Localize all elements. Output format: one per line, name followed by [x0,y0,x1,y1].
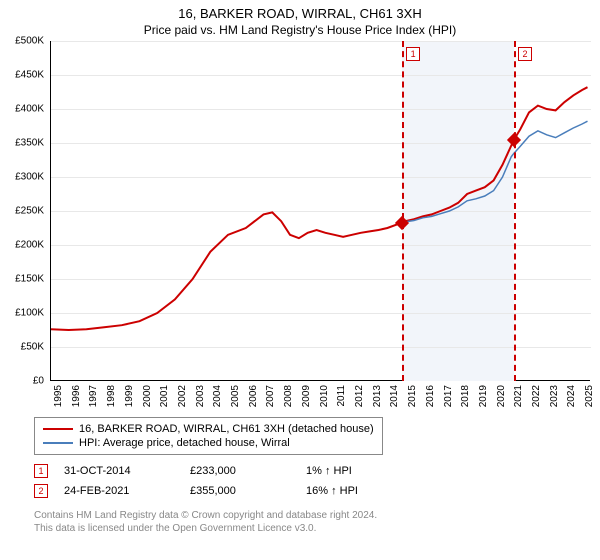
footer-attribution: Contains HM Land Registry data © Crown c… [34,509,600,535]
x-tick-label: 2024 [566,385,577,407]
transaction-marker: 1 [34,464,48,478]
transaction-date: 24-FEB-2021 [64,485,174,497]
transaction-row: 2 24-FEB-2021 £355,000 16% ↑ HPI [34,481,600,501]
x-tick-label: 2022 [531,385,542,407]
transaction-date: 31-OCT-2014 [64,465,174,477]
transaction-price: £233,000 [190,465,290,477]
y-tick-label: £500K [15,36,44,47]
x-tick-label: 2015 [407,385,418,407]
x-tick-label: 1996 [71,385,82,407]
x-tick-label: 2009 [301,385,312,407]
x-tick-label: 1999 [124,385,135,407]
legend-label: HPI: Average price, detached house, Wirr… [79,437,290,449]
x-tick-label: 2023 [549,385,560,407]
series-line [51,87,588,330]
plot: 12 [50,41,590,381]
x-tick-label: 2000 [142,385,153,407]
x-tick-label: 2012 [354,385,365,407]
transaction-marker: 1 [406,47,420,61]
x-tick-label: 2001 [159,385,170,407]
x-tick-label: 1998 [106,385,117,407]
x-tick-label: 2002 [177,385,188,407]
y-tick-label: £450K [15,70,44,81]
legend-item: 16, BARKER ROAD, WIRRAL, CH61 3XH (detac… [43,422,374,436]
y-tick-label: £200K [15,240,44,251]
transaction-vline [402,41,404,381]
transaction-marker: 2 [34,484,48,498]
x-tick-label: 2006 [248,385,259,407]
x-tick-label: 2005 [230,385,241,407]
footer-line2: This data is licensed under the Open Gov… [34,522,600,535]
x-tick-label: 2018 [460,385,471,407]
y-tick-label: £300K [15,172,44,183]
transaction-pct: 1% ↑ HPI [306,465,416,477]
y-tick-label: £250K [15,206,44,217]
legend-swatch [43,428,73,430]
y-tick-label: £350K [15,138,44,149]
transactions: 1 31-OCT-2014 £233,000 1% ↑ HPI 2 24-FEB-2021… [34,461,600,501]
x-tick-label: 2007 [265,385,276,407]
x-tick-label: 1997 [88,385,99,407]
x-tick-label: 2017 [443,385,454,407]
x-tick-label: 1995 [53,385,64,407]
x-tick-label: 2004 [212,385,223,407]
x-tick-label: 2011 [336,385,347,407]
y-tick-label: £100K [15,308,44,319]
series-lines [51,41,591,381]
x-tick-label: 2014 [389,385,400,407]
y-tick-label: £400K [15,104,44,115]
series-line [402,121,587,222]
x-tick-label: 2016 [425,385,436,407]
x-tick-label: 2021 [513,385,524,407]
x-tick-label: 2010 [319,385,330,407]
y-tick-label: £50K [21,342,44,353]
chart-subtitle: Price paid vs. HM Land Registry's House … [0,21,600,41]
x-tick-label: 2025 [584,385,595,407]
y-tick-label: £0 [33,376,44,387]
x-tick-label: 2008 [283,385,294,407]
legend: 16, BARKER ROAD, WIRRAL, CH61 3XH (detac… [34,417,383,455]
transaction-row: 1 31-OCT-2014 £233,000 1% ↑ HPI [34,461,600,481]
transaction-price: £355,000 [190,485,290,497]
legend-item: HPI: Average price, detached house, Wirr… [43,436,374,450]
x-tick-label: 2003 [195,385,206,407]
chart-area: 12 £0£50K£100K£150K£200K£250K£300K£350K£… [50,41,590,411]
transaction-marker: 2 [518,47,532,61]
legend-swatch [43,442,73,444]
legend-label: 16, BARKER ROAD, WIRRAL, CH61 3XH (detac… [79,423,374,435]
x-tick-label: 2019 [478,385,489,407]
footer-line1: Contains HM Land Registry data © Crown c… [34,509,600,522]
transaction-vline [514,41,516,381]
y-tick-label: £150K [15,274,44,285]
x-tick-label: 2020 [496,385,507,407]
chart-title: 16, BARKER ROAD, WIRRAL, CH61 3XH [0,0,600,21]
x-tick-label: 2013 [372,385,383,407]
transaction-pct: 16% ↑ HPI [306,485,416,497]
